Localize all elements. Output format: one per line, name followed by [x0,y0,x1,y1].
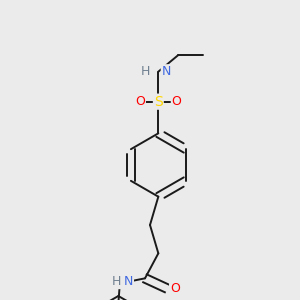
Text: S: S [154,95,163,109]
Text: H: H [141,65,150,78]
Text: O: O [172,95,182,108]
Text: N: N [124,275,133,288]
Text: O: O [135,95,145,108]
Text: H: H [112,275,122,288]
Text: N: N [162,65,171,78]
Text: O: O [170,282,180,295]
